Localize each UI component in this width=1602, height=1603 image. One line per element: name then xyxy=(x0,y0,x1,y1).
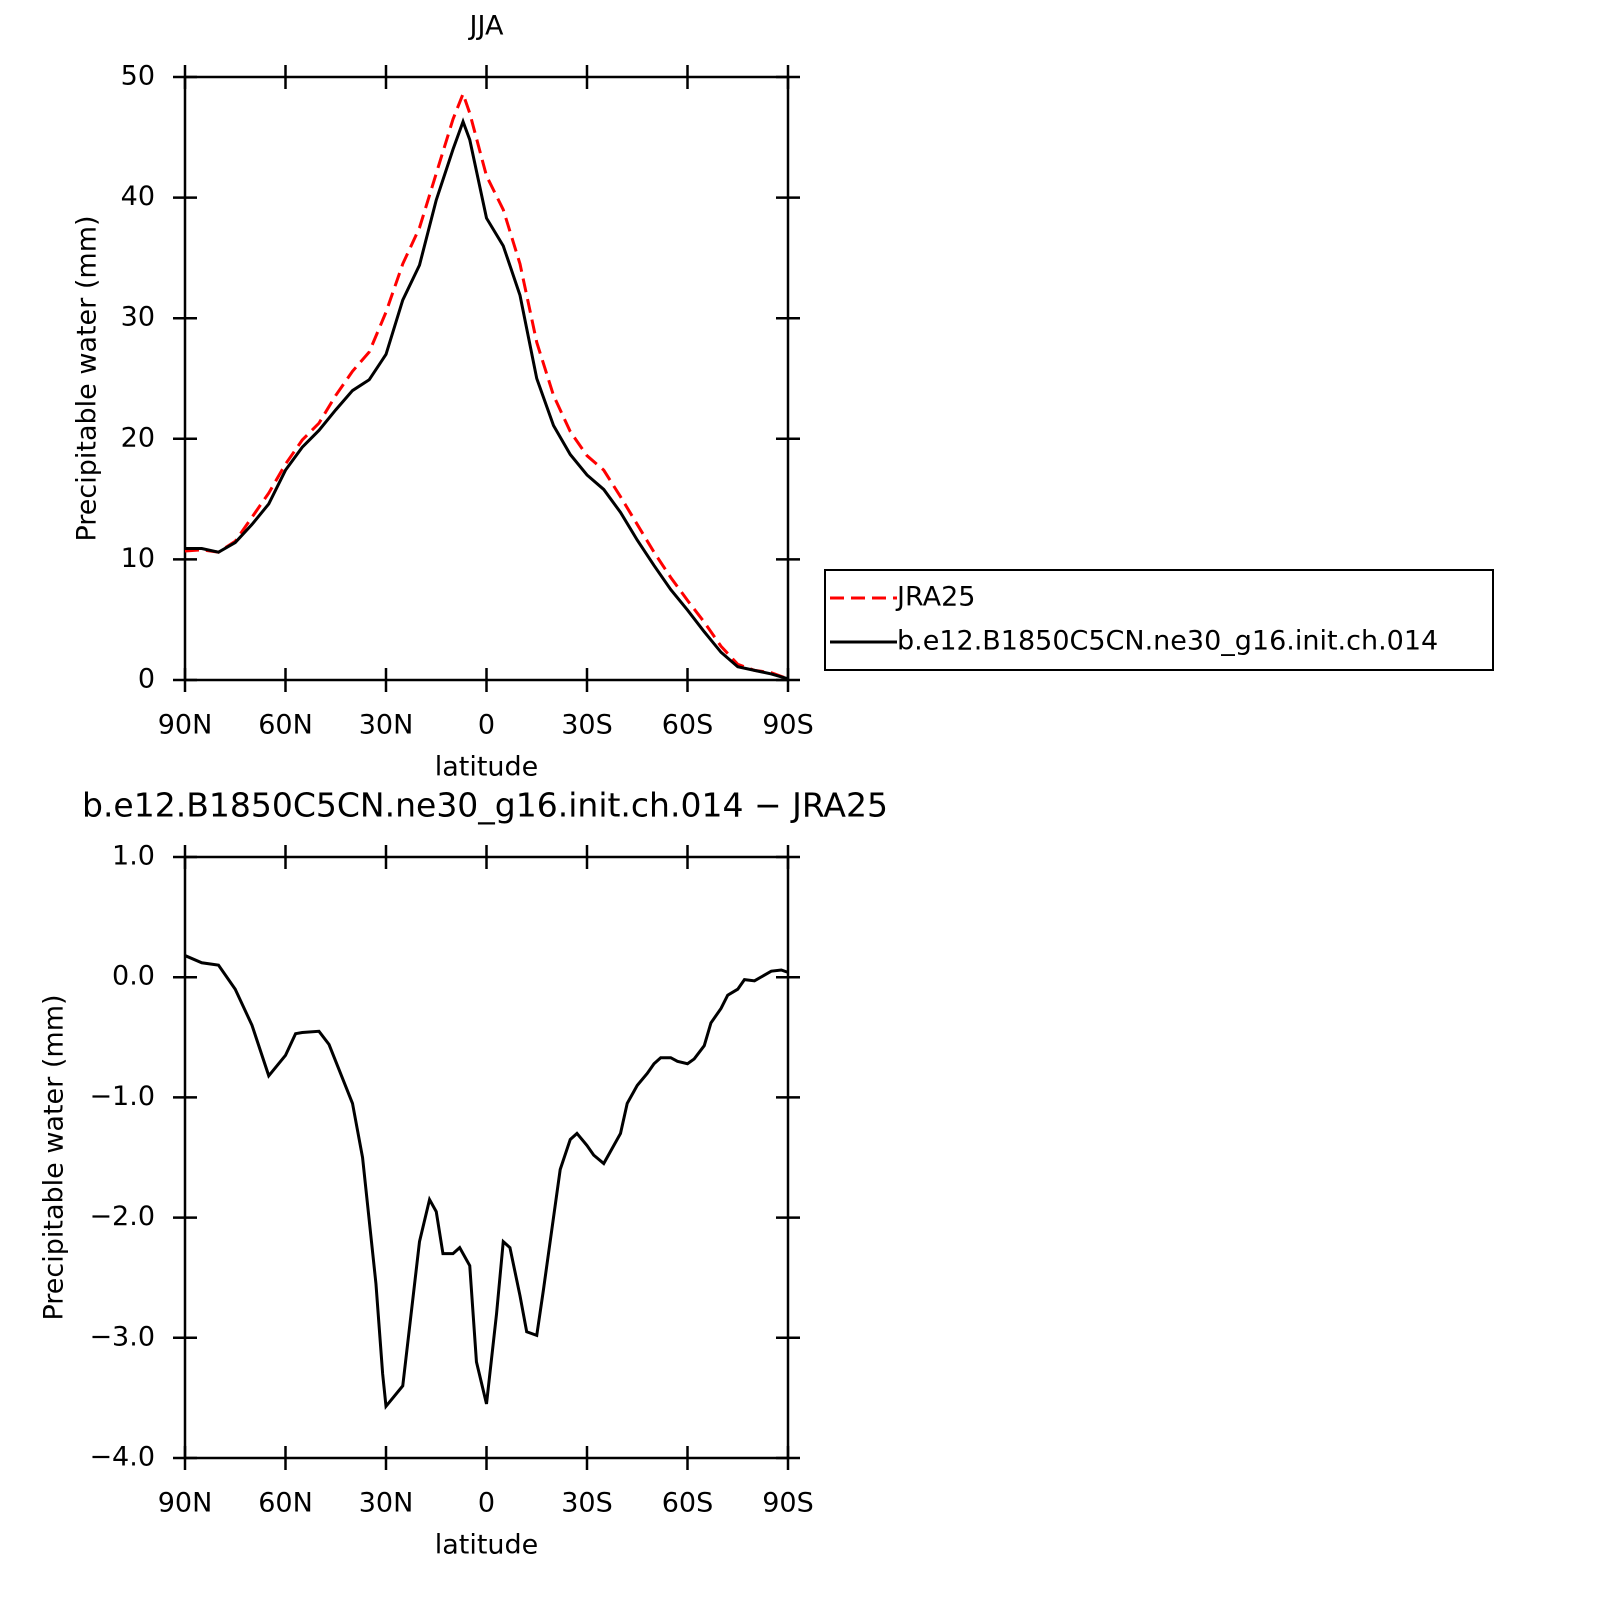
legend-label: JRA25 xyxy=(895,582,975,613)
y-axis-label: Precipitable water (mm) xyxy=(39,994,70,1320)
chart-title: JJA xyxy=(468,11,504,42)
y-tick-label: 0 xyxy=(138,664,155,695)
y-tick-label: 10 xyxy=(121,543,155,574)
legend-label: b.e12.B1850C5CN.ne30_g16.init.ch.014 xyxy=(897,626,1438,657)
x-tick-label: 90S xyxy=(762,710,814,741)
x-tick-label: 30S xyxy=(561,1488,613,1519)
x-tick-label: 90N xyxy=(158,1488,213,1519)
x-tick-label: 60S xyxy=(662,710,714,741)
x-tick-label: 30N xyxy=(359,710,414,741)
x-axis-label: latitude xyxy=(435,752,539,783)
x-tick-label: 30S xyxy=(561,710,613,741)
y-tick-label: −1.0 xyxy=(89,1081,155,1112)
x-tick-label: 0 xyxy=(478,710,495,741)
x-tick-label: 90S xyxy=(762,1488,814,1519)
y-tick-label: 1.0 xyxy=(112,841,155,872)
x-axis-label: latitude xyxy=(435,1530,539,1561)
data-line xyxy=(185,117,789,681)
y-tick-label: 40 xyxy=(121,181,155,212)
y-tick-label: −2.0 xyxy=(89,1201,155,1232)
x-tick-label: 60N xyxy=(258,710,313,741)
y-axis-label: Precipitable water (mm) xyxy=(72,215,103,541)
plot-frame xyxy=(183,855,790,1460)
data-line xyxy=(184,89,789,681)
y-tick-label: 30 xyxy=(121,302,155,333)
x-tick-label: 60S xyxy=(662,1488,714,1519)
plot-frame xyxy=(183,75,790,682)
x-tick-label: 60N xyxy=(258,1488,313,1519)
y-tick-label: −3.0 xyxy=(89,1321,155,1352)
x-tick-label: 90N xyxy=(158,710,213,741)
y-tick-label: −4.0 xyxy=(89,1442,155,1473)
data-line xyxy=(184,954,789,1411)
y-tick-label: 0.0 xyxy=(112,961,155,992)
x-tick-label: 0 xyxy=(478,1488,495,1519)
y-tick-label: 20 xyxy=(121,422,155,453)
y-tick-label: 50 xyxy=(121,61,155,92)
chart-title: b.e12.B1850C5CN.ne30_g16.init.ch.014 − J… xyxy=(82,786,888,825)
x-tick-label: 30N xyxy=(359,1488,414,1519)
legend-box xyxy=(824,569,1494,671)
